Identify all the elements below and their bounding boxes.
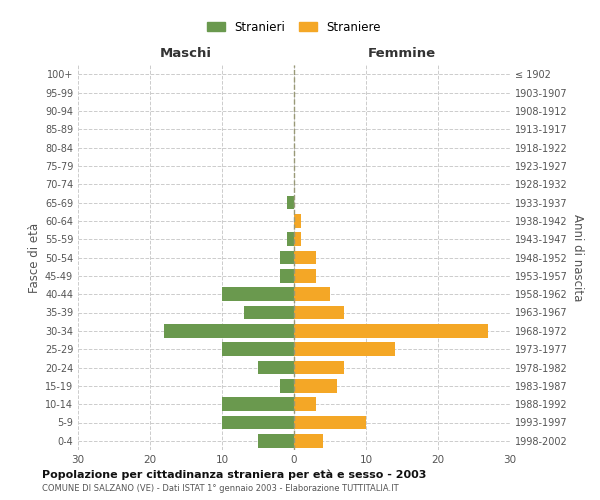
Text: Popolazione per cittadinanza straniera per età e sesso - 2003: Popolazione per cittadinanza straniera p…	[42, 469, 427, 480]
Bar	[258, 360, 294, 374]
Text: COMUNE DI SALZANO (VE) - Dati ISTAT 1° gennaio 2003 - Elaborazione TUTTITALIA.IT: COMUNE DI SALZANO (VE) - Dati ISTAT 1° g…	[42, 484, 398, 493]
Bar	[294, 360, 344, 374]
Bar	[294, 288, 330, 301]
Bar	[294, 379, 337, 392]
Text: Maschi: Maschi	[160, 46, 212, 60]
Bar	[287, 232, 294, 246]
Bar	[222, 398, 294, 411]
Bar	[258, 434, 294, 448]
Bar	[294, 342, 395, 356]
Bar	[280, 269, 294, 282]
Legend: Stranieri, Straniere: Stranieri, Straniere	[203, 17, 385, 37]
Bar	[287, 196, 294, 209]
Bar	[294, 250, 316, 264]
Bar	[294, 306, 344, 320]
Bar	[294, 214, 301, 228]
Bar	[280, 379, 294, 392]
Bar	[280, 250, 294, 264]
Bar	[244, 306, 294, 320]
Y-axis label: Fasce di età: Fasce di età	[28, 222, 41, 292]
Bar	[294, 269, 316, 282]
Bar	[222, 342, 294, 356]
Bar	[222, 288, 294, 301]
Text: Femmine: Femmine	[368, 46, 436, 60]
Y-axis label: Anni di nascita: Anni di nascita	[571, 214, 584, 301]
Bar	[294, 324, 488, 338]
Bar	[294, 416, 366, 430]
Bar	[294, 434, 323, 448]
Bar	[222, 416, 294, 430]
Bar	[294, 232, 301, 246]
Bar	[294, 398, 316, 411]
Bar	[164, 324, 294, 338]
